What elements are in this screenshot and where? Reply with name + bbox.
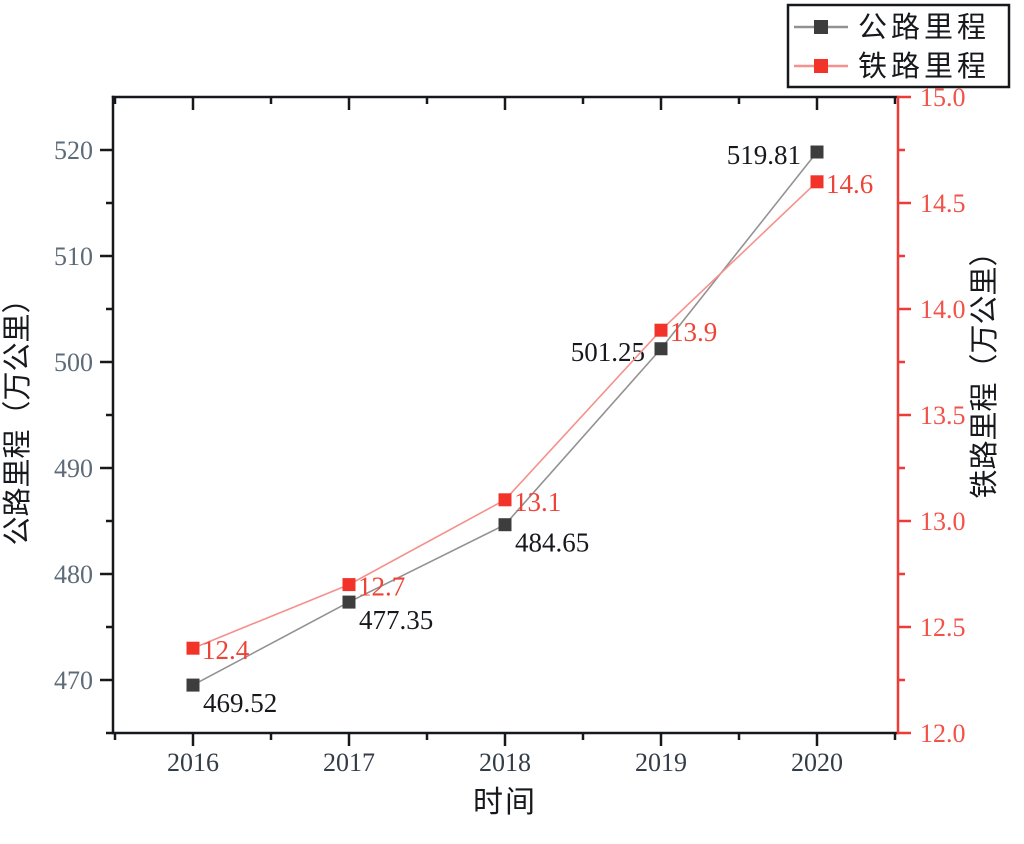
data-point-marker: [342, 578, 356, 592]
series-rail-mileage: 12.4 12.7 13.1 13.9 14.6: [186, 169, 873, 665]
left-tick-label: 470: [54, 666, 93, 695]
right-tick-label: 14.5: [920, 189, 966, 218]
right-tick-label: 13.5: [920, 401, 966, 430]
legend-marker: [814, 59, 828, 73]
y-axis-title-right: 铁路里程（万公里）: [968, 237, 1001, 498]
x-tick-label: 2017: [323, 748, 375, 777]
data-point-marker: [810, 175, 824, 189]
legend-entry: 公路里程: [794, 11, 990, 44]
data-point-marker: [654, 342, 668, 356]
data-point-label: 484.65: [515, 528, 589, 558]
x-axis-title: 时间: [473, 786, 537, 819]
series-line: [192, 181, 818, 649]
right-tick-label: 14.0: [920, 295, 966, 324]
y-axis-title-left: 公路里程（万公里）: [1, 284, 34, 545]
data-point-label: 469.52: [203, 688, 277, 718]
data-point-marker: [342, 595, 356, 609]
data-point-label: 519.81: [727, 140, 801, 170]
left-tick-label: 520: [54, 136, 93, 165]
series-road-mileage: 469.52 477.35 484.65 501.25 519.81: [186, 140, 824, 718]
data-point-marker: [654, 323, 668, 337]
x-tick-label: 2019: [635, 748, 687, 777]
left-tick-label: 500: [54, 348, 93, 377]
legend-box: [786, 3, 1011, 89]
legend-marker: [814, 20, 828, 34]
data-point-label: 477.35: [359, 605, 433, 635]
x-tick-label: 2020: [791, 748, 843, 777]
right-tick-label: 13.0: [920, 507, 966, 536]
left-tick-label: 510: [54, 242, 93, 271]
data-point-label: 501.25: [571, 337, 645, 367]
data-point-marker: [498, 493, 512, 507]
left-tick-label: 480: [54, 560, 93, 589]
x-tick-label: 2018: [479, 748, 531, 777]
data-point-marker: [186, 641, 200, 655]
legend-entry: 铁路里程: [794, 50, 990, 83]
legend-label: 铁路里程: [858, 50, 990, 83]
data-point-label: 13.9: [670, 317, 717, 347]
data-point-marker: [498, 518, 512, 532]
left-tick-label: 490: [54, 454, 93, 483]
left-axis: 470 480 490 500 510 520 公路里程（万公里）: [1, 95, 115, 735]
data-point-marker: [186, 678, 200, 692]
data-point-label: 12.7: [358, 572, 405, 602]
data-point-label: 14.6: [826, 169, 873, 199]
series-line: [192, 151, 818, 686]
legend-label: 公路里程: [858, 11, 990, 44]
data-point-label: 12.4: [202, 635, 250, 665]
data-point-label: 13.1: [514, 487, 561, 517]
x-axis: 2016 2017 2018 2019 2020 时间: [111, 731, 898, 819]
right-tick-label: 12.5: [920, 613, 966, 642]
top-axis: [111, 95, 898, 110]
data-point-marker: [810, 145, 824, 159]
x-tick-label: 2016: [167, 748, 219, 777]
right-tick-label: 12.0: [920, 719, 966, 748]
